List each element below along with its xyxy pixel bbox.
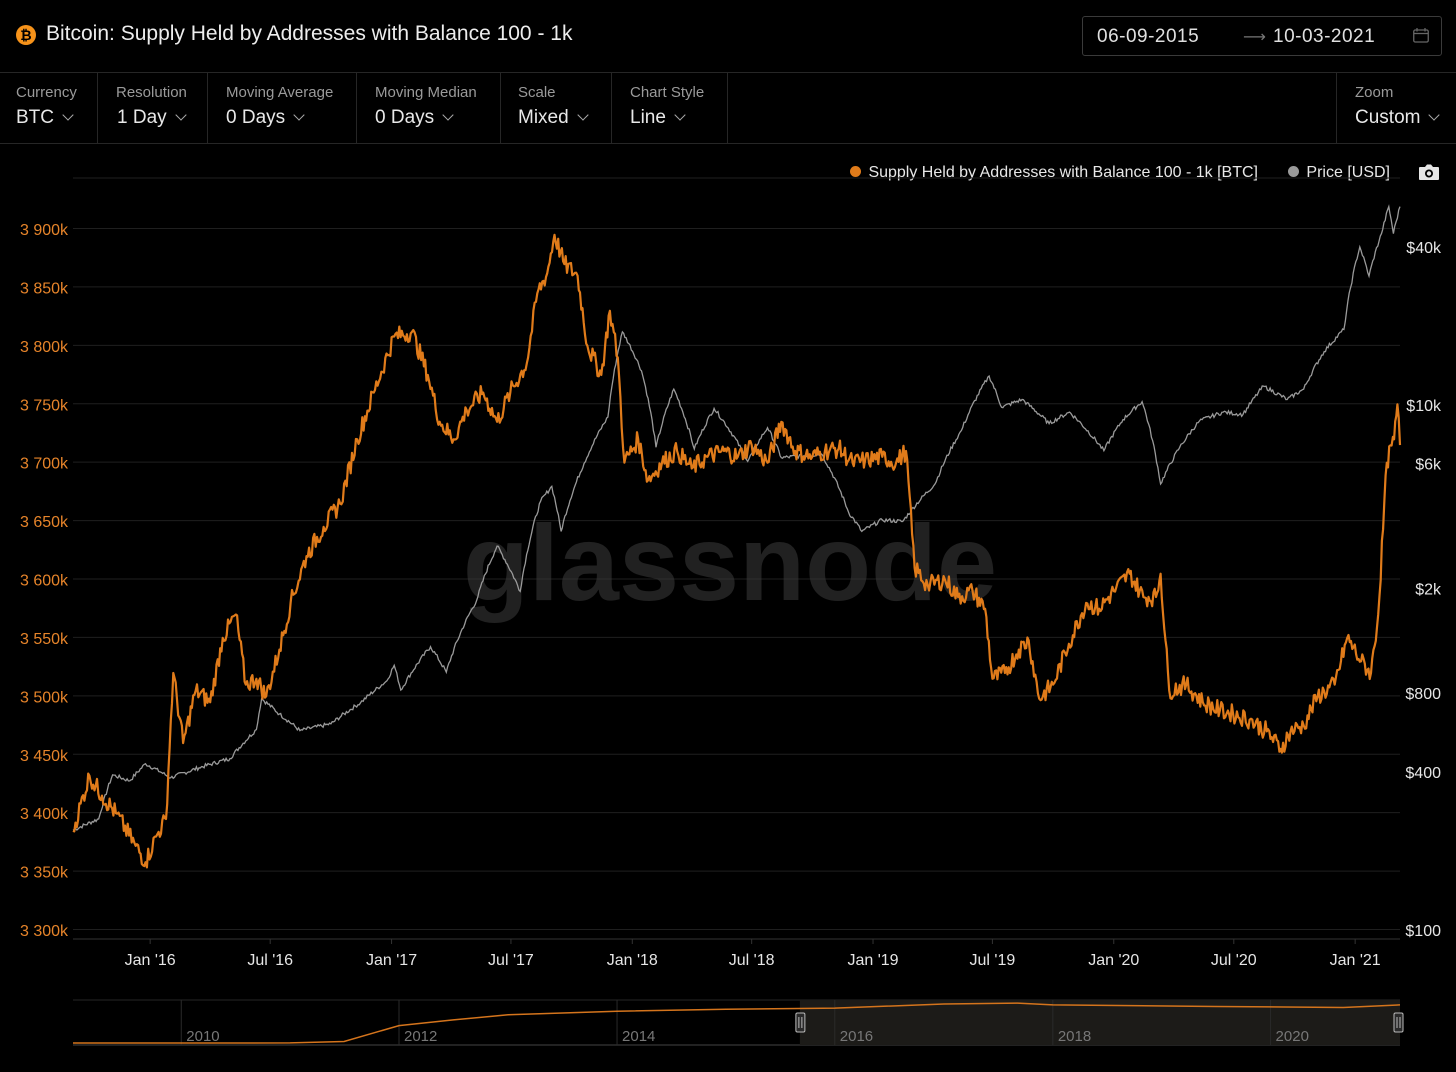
y-right-tick-label: $6k [1415,456,1442,473]
legend-item-supply[interactable]: Supply Held by Addresses with Balance 10… [850,164,1258,182]
date-from-input[interactable]: 06-09-2015 [1097,26,1200,47]
zoom-label: Zoom [1355,84,1394,101]
navigator-year-label: 2010 [186,1028,219,1045]
date-to-input[interactable]: 10-03-2021 [1273,26,1376,47]
y-left-tick-label: 3 850k [20,280,69,297]
y-left-tick-label: 3 350k [20,865,69,882]
navigator-year-label: 2020 [1276,1028,1309,1045]
navigator-year-label: 2018 [1058,1028,1091,1045]
y-left-tick-label: 3 900k [20,222,69,239]
legend-dot [1288,166,1300,177]
moving-median-select[interactable]: Moving Median 0 Days [357,73,501,143]
scale-select[interactable]: Scale Mixed [501,73,612,143]
camera-icon[interactable] [1418,163,1440,181]
legend-label-price: Price [USD] [1306,164,1390,181]
moving-average-label: Moving Average [226,84,334,101]
calendar-icon[interactable] [1413,28,1429,43]
page-title: Bitcoin: Supply Held by Addresses with B… [46,22,573,45]
drag-handle-icon[interactable] [1393,1012,1404,1033]
x-tick-label: Jan '17 [366,952,417,969]
chart-style-select[interactable]: Chart Style Line [612,73,728,143]
x-tick-label: Jul '18 [729,952,775,969]
resolution-value: 1 Day [117,107,187,129]
y-left-tick-label: 3 800k [20,339,69,356]
y-left-tick-label: 3 450k [20,748,69,765]
x-tick-label: Jul '16 [247,952,293,969]
date-range-picker[interactable]: 06-09-2015 ⟶ 10-03-2021 [1082,16,1442,56]
y-right-tick-label: $400 [1405,765,1441,782]
chart-style-label: Chart Style [630,84,705,101]
y-right-tick-label: $40k [1406,240,1442,257]
x-tick-label: Jan '19 [847,952,898,969]
moving-average-select[interactable]: Moving Average 0 Days [208,73,357,143]
currency-label: Currency [16,84,77,101]
chart-style-value: Line [630,107,686,129]
y-left-tick-label: 3 300k [20,923,69,940]
x-tick-label: Jan '16 [125,952,176,969]
resolution-label: Resolution [116,84,187,101]
y-right-tick-label: $100 [1405,923,1441,940]
zoom-value: Custom [1355,107,1441,129]
series-line-supply [72,233,1402,869]
y-right-tick-label: $2k [1415,582,1442,599]
chart-legend: Supply Held by Addresses with Balance 10… [824,164,1390,182]
chart-toolbar: Currency BTC Resolution 1 Day Moving Ave… [0,73,1456,144]
navigator-year-label: 2012 [404,1028,437,1045]
moving-median-label: Moving Median [375,84,477,101]
navigator-series-line [73,1002,1401,1044]
scale-value: Mixed [518,107,589,129]
chart-header: ₿ Bitcoin: Supply Held by Addresses with… [0,0,1456,73]
x-tick-label: Jan '20 [1088,952,1139,969]
moving-average-value: 0 Days [226,107,305,129]
y-left-tick-label: 3 650k [20,514,69,531]
currency-select[interactable]: Currency BTC [0,73,98,143]
currency-value: BTC [16,107,74,129]
watermark: glassnode [463,502,997,623]
arrow-right-icon: ⟶ [1243,29,1266,46]
x-tick-label: Jan '21 [1330,952,1381,969]
scale-label: Scale [518,84,556,101]
y-left-tick-label: 3 600k [20,573,69,590]
series-line-price [72,204,1401,831]
y-left-tick-label: 3 750k [20,397,69,414]
y-left-tick-label: 3 500k [20,689,69,706]
moving-median-value: 0 Days [375,107,454,129]
y-right-tick-label: $800 [1405,686,1441,703]
y-right-tick-label: $10k [1406,398,1442,415]
navigator-year-label: 2016 [840,1028,873,1045]
navigator-year-label: 2014 [622,1028,655,1045]
legend-dot [850,166,862,177]
x-tick-label: Jan '18 [607,952,658,969]
drag-handle-icon[interactable] [795,1012,806,1033]
y-left-tick-label: 3 400k [20,806,69,823]
legend-item-price[interactable]: Price [USD] [1288,164,1390,182]
x-tick-label: Jul '17 [488,952,534,969]
x-tick-label: Jul '19 [970,952,1016,969]
bitcoin-icon: ₿ [16,25,36,45]
zoom-select[interactable]: Zoom Custom [1336,73,1456,143]
y-left-tick-label: 3 700k [20,456,69,473]
y-left-tick-label: 3 550k [20,631,69,648]
legend-label-supply: Supply Held by Addresses with Balance 10… [868,164,1258,181]
x-tick-label: Jul '20 [1211,952,1257,969]
resolution-select[interactable]: Resolution 1 Day [98,73,208,143]
